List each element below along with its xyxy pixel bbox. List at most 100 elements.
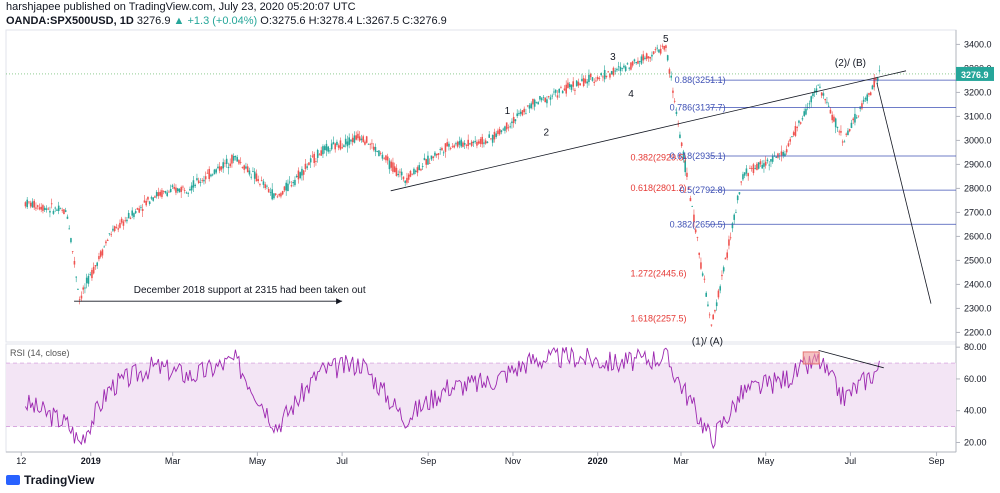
candle-body bbox=[437, 153, 440, 155]
candle-body bbox=[217, 166, 219, 169]
candle-body bbox=[351, 137, 354, 143]
candle-body bbox=[42, 205, 44, 211]
price-tick-label: 2200.0 bbox=[964, 327, 992, 337]
candle-body bbox=[84, 287, 86, 289]
candle-body bbox=[357, 133, 359, 139]
candle-body bbox=[855, 117, 858, 119]
candle-body bbox=[784, 153, 786, 157]
candle-body bbox=[332, 142, 335, 145]
candle-body bbox=[577, 81, 580, 86]
candle-body bbox=[831, 114, 833, 121]
candle-body bbox=[147, 196, 149, 200]
candle-body bbox=[684, 160, 686, 173]
candle-body bbox=[141, 209, 144, 211]
candle-body bbox=[329, 150, 331, 152]
candle-body bbox=[185, 192, 188, 194]
time-tick-label: 2019 bbox=[81, 456, 101, 466]
candle-body bbox=[521, 110, 524, 116]
candle-body bbox=[568, 83, 571, 88]
candle-body bbox=[175, 187, 177, 193]
candle-body bbox=[229, 163, 231, 167]
candle-body bbox=[70, 238, 72, 243]
candle-body bbox=[171, 185, 174, 188]
price-tick-label: 3400.0 bbox=[964, 39, 992, 49]
candle-body bbox=[570, 84, 573, 90]
candle-body bbox=[290, 185, 293, 187]
candle-body bbox=[64, 210, 67, 212]
candle-body bbox=[483, 142, 485, 144]
candle-body bbox=[803, 111, 805, 117]
candle-body bbox=[710, 324, 713, 326]
candle-body bbox=[28, 201, 30, 203]
candle-body bbox=[605, 75, 608, 78]
candle-body bbox=[169, 188, 172, 193]
candle-body bbox=[523, 108, 525, 113]
candle-body bbox=[101, 249, 104, 256]
candle-body bbox=[224, 162, 226, 164]
candle-body bbox=[463, 143, 466, 145]
candle-body bbox=[728, 239, 730, 246]
candle-body bbox=[486, 141, 489, 143]
candle-body bbox=[514, 119, 517, 122]
candle-body bbox=[581, 78, 583, 82]
candle-body bbox=[161, 190, 163, 197]
candle-body bbox=[589, 73, 592, 78]
candle-body bbox=[645, 53, 648, 60]
candle-body bbox=[624, 66, 627, 71]
candle-body bbox=[525, 113, 527, 115]
candle-body bbox=[194, 184, 196, 186]
candle-body bbox=[542, 96, 545, 98]
candle-body bbox=[302, 170, 305, 175]
candle-body bbox=[376, 151, 378, 152]
candle-body bbox=[869, 92, 872, 96]
candle-body bbox=[875, 78, 877, 81]
candle-body bbox=[761, 164, 763, 169]
wave-label: 4 bbox=[628, 89, 634, 100]
fib-level-red-label: 1.272(2445.6) bbox=[631, 268, 687, 278]
candle-body bbox=[481, 136, 483, 145]
candle-body bbox=[311, 155, 314, 157]
wave-label: 5 bbox=[663, 34, 669, 45]
candle-body bbox=[178, 188, 181, 193]
candle-body bbox=[777, 153, 779, 158]
candle-body bbox=[603, 69, 606, 80]
price-pane bbox=[5, 29, 957, 343]
candle-body bbox=[378, 150, 380, 157]
candle-body bbox=[731, 223, 734, 229]
candle-body bbox=[845, 133, 847, 135]
candle-body bbox=[836, 126, 839, 129]
candle-body bbox=[120, 218, 123, 223]
candle-body bbox=[572, 81, 574, 87]
candle-body bbox=[766, 159, 769, 162]
candle-body bbox=[383, 158, 385, 160]
candle-body bbox=[584, 78, 587, 83]
candle-body bbox=[717, 290, 720, 298]
time-tick-label: 2020 bbox=[588, 456, 608, 466]
candle-body bbox=[449, 148, 452, 150]
fib-level-red-label: 1.618(2257.5) bbox=[631, 314, 687, 324]
candle-body bbox=[154, 196, 156, 198]
candle-body bbox=[467, 139, 469, 147]
candle-body bbox=[362, 136, 364, 142]
candle-body bbox=[199, 182, 202, 183]
candle-body bbox=[164, 190, 167, 193]
candle-body bbox=[638, 61, 641, 62]
candle-body bbox=[787, 143, 790, 147]
candle-body bbox=[337, 145, 340, 148]
candle-body bbox=[479, 138, 482, 144]
candle-body bbox=[500, 130, 503, 133]
candle-body bbox=[364, 141, 366, 145]
candle-body bbox=[162, 191, 165, 192]
candle-body bbox=[854, 113, 856, 123]
candle-body bbox=[360, 138, 363, 141]
candle-body bbox=[798, 120, 800, 123]
candle-body bbox=[225, 158, 228, 164]
candle-body bbox=[113, 226, 116, 232]
time-tick-label: Jul bbox=[845, 456, 857, 466]
candle-body bbox=[843, 141, 846, 143]
fib-level-red-label: 0.382(2929.5) bbox=[631, 152, 687, 162]
candle-body bbox=[192, 180, 195, 188]
rsi-band bbox=[6, 363, 956, 427]
candle-body bbox=[187, 193, 189, 194]
